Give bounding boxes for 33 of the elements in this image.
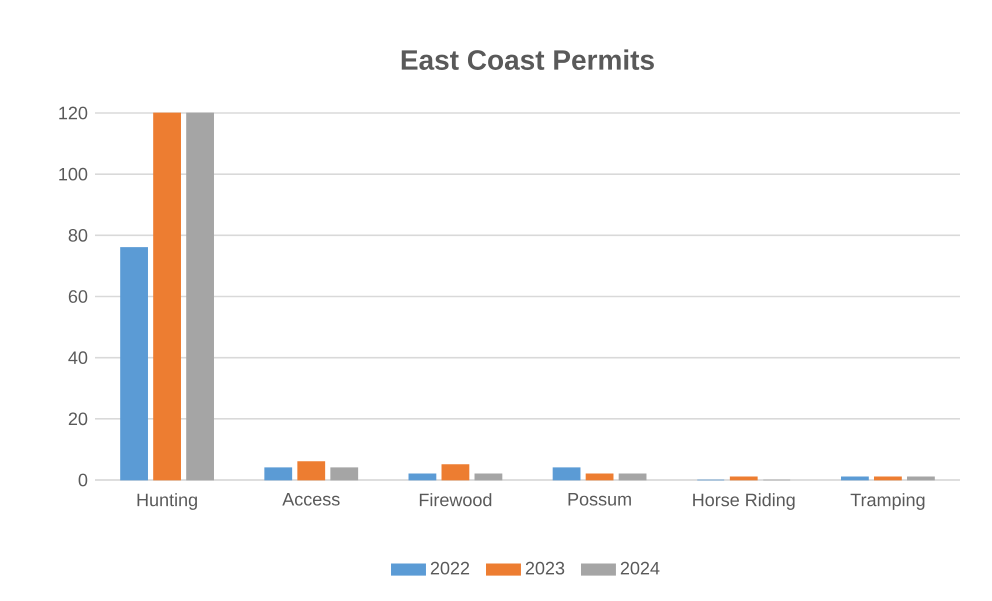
bar xyxy=(907,476,935,480)
bar xyxy=(474,473,502,480)
y-tick-label: 120 xyxy=(59,106,88,120)
bar xyxy=(120,247,148,480)
x-tick-label: Tramping xyxy=(850,493,924,510)
bar xyxy=(153,112,181,480)
bar xyxy=(552,467,580,480)
y-tick-label: 100 xyxy=(59,168,88,181)
bar xyxy=(408,473,436,480)
y-tick-label: 40 xyxy=(68,351,88,364)
legend-label: 2023 xyxy=(526,562,564,575)
x-tick-label: Access xyxy=(282,493,340,506)
chart-title: East Coast Permits xyxy=(402,49,654,70)
x-tick-label: Firewood xyxy=(420,493,492,506)
y-tick-label: 20 xyxy=(68,412,88,426)
legend-label: 2024 xyxy=(620,562,660,575)
legend-label: 2022 xyxy=(430,562,470,575)
bar xyxy=(841,476,869,480)
x-tick-label: Hunting xyxy=(138,493,197,510)
y-tick-label: 80 xyxy=(68,228,88,242)
bar xyxy=(330,467,358,480)
x-tick-label: Horse Riding xyxy=(693,493,795,510)
bar xyxy=(297,461,326,480)
bar xyxy=(186,112,214,480)
bar xyxy=(618,473,646,480)
bar xyxy=(874,476,902,480)
bar xyxy=(730,476,758,480)
bar xyxy=(442,464,470,480)
y-tick-label: 0 xyxy=(78,474,88,486)
bar xyxy=(264,467,292,480)
bar xyxy=(586,473,614,480)
x-tick-label: Possum xyxy=(568,493,631,506)
y-tick-label: 60 xyxy=(68,290,88,303)
